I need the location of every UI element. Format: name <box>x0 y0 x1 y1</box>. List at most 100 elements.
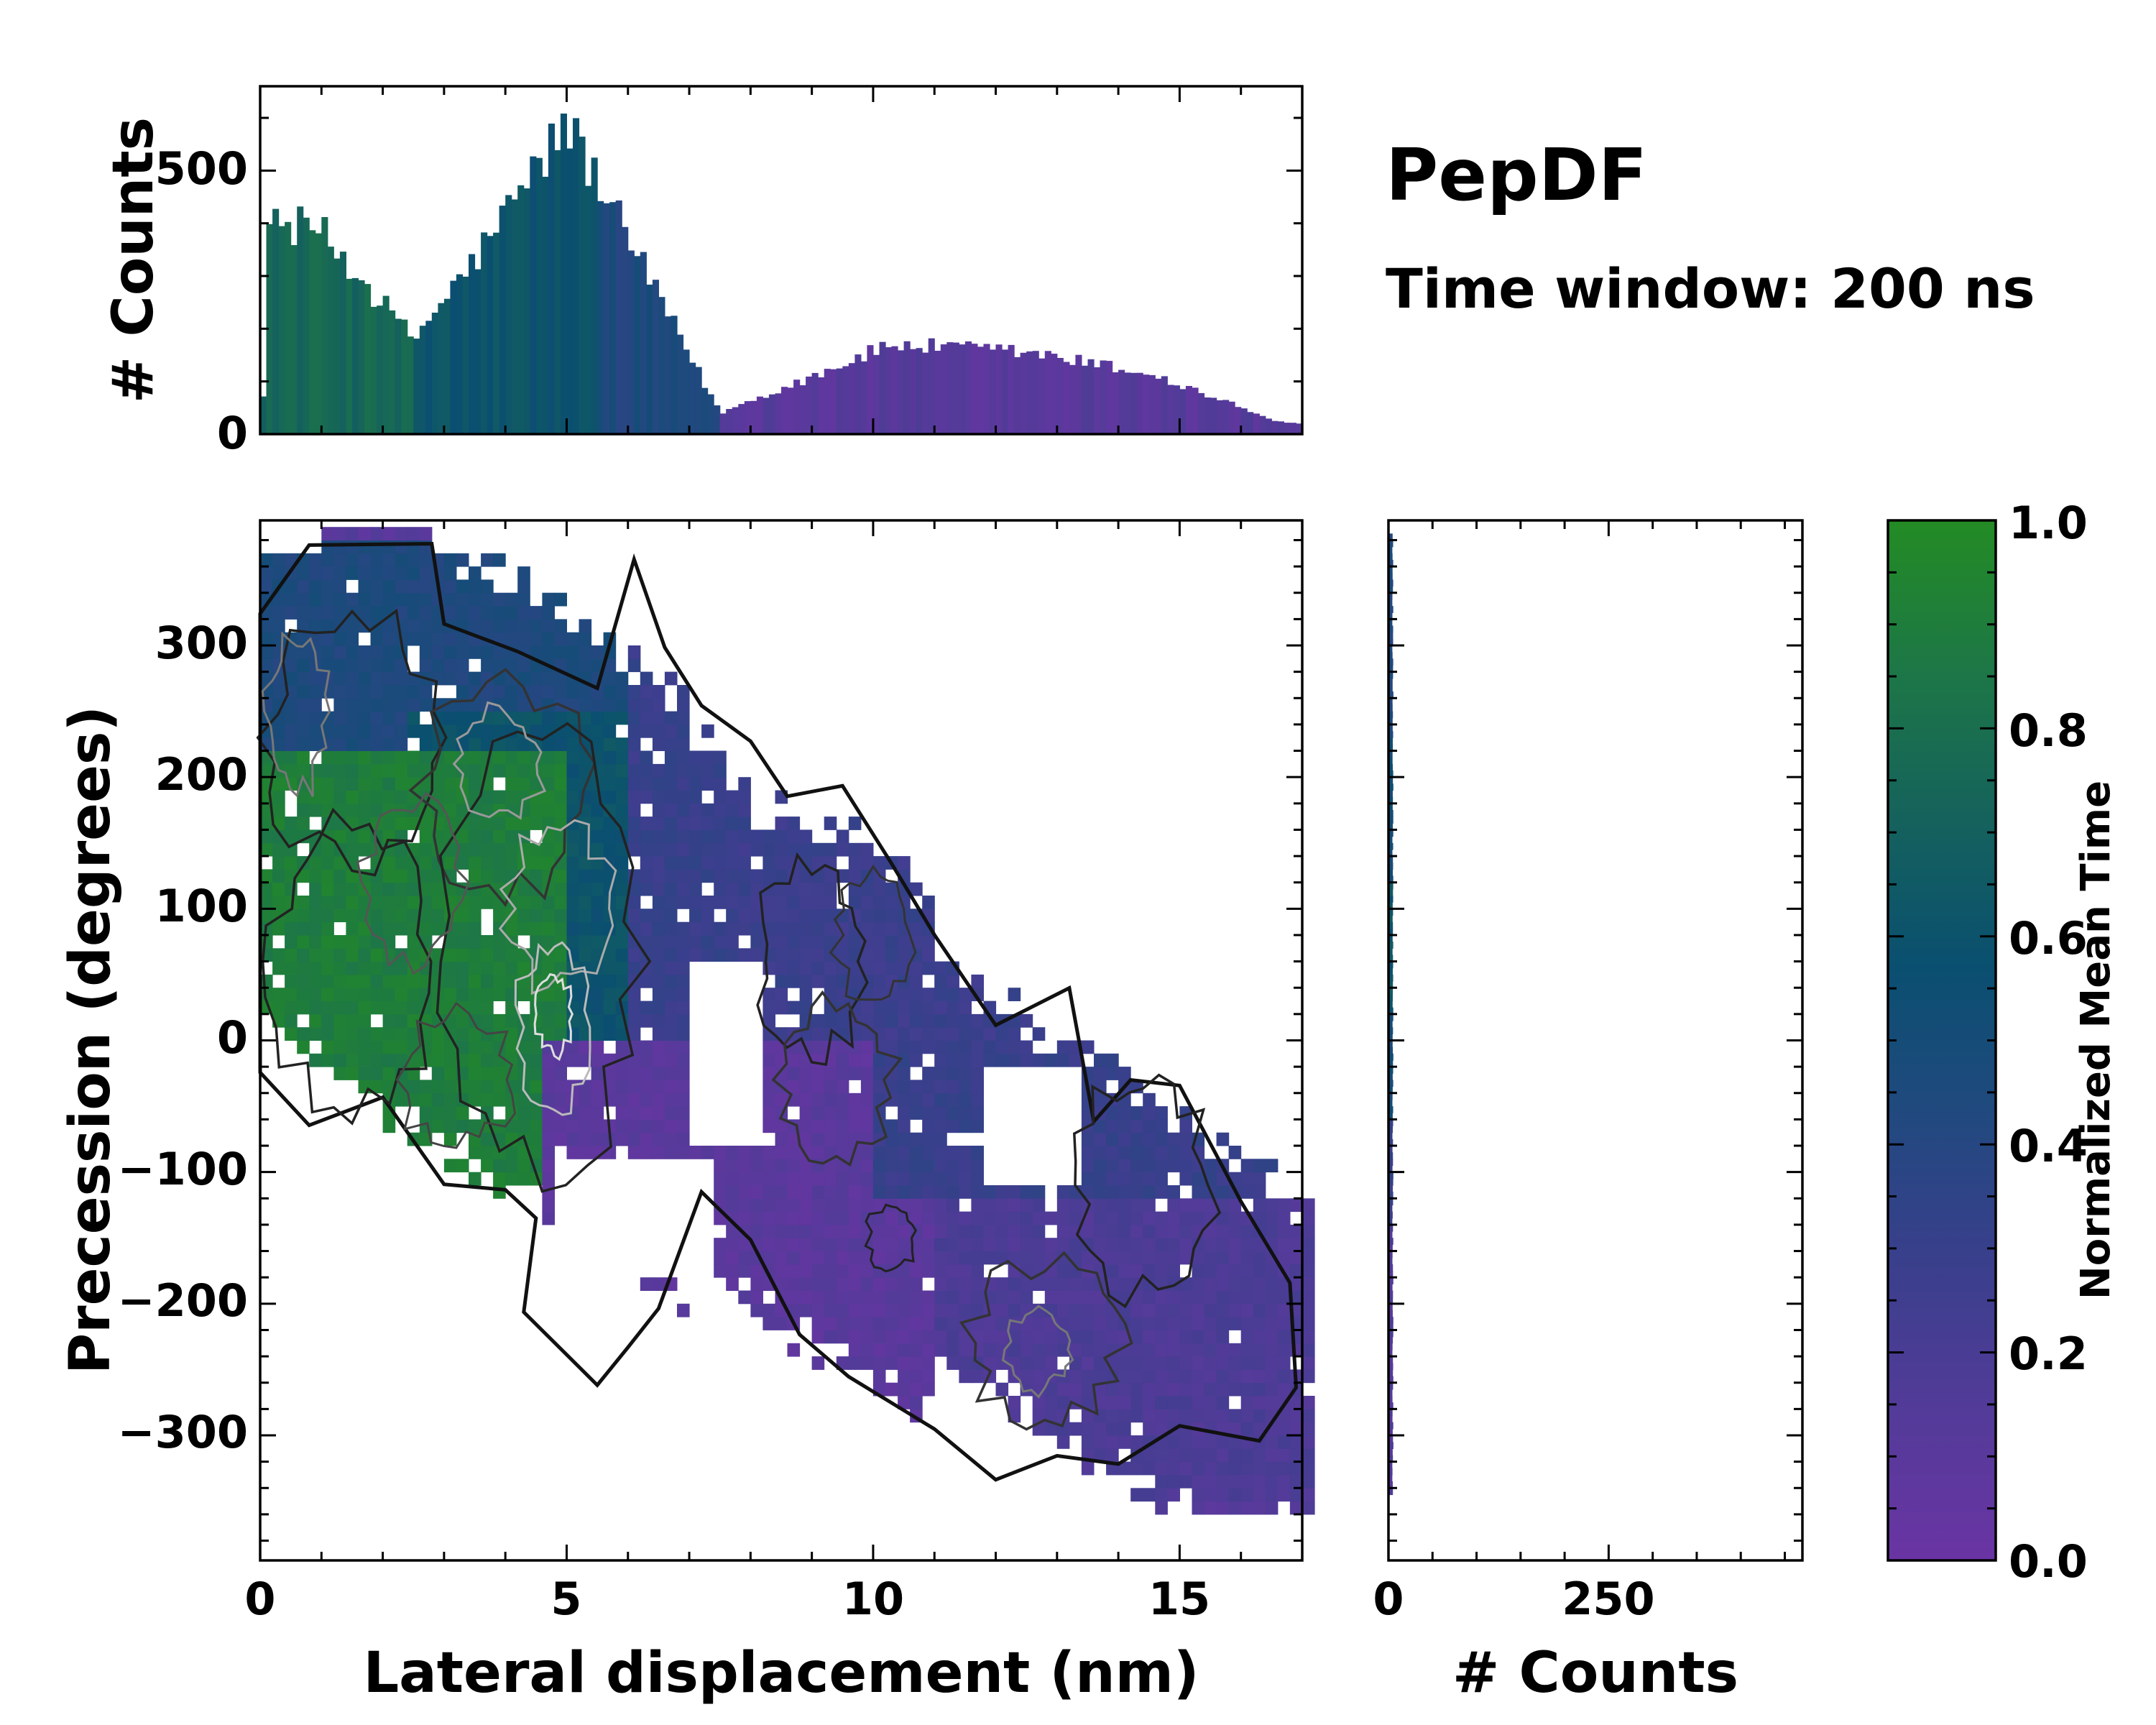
heatmap-cell <box>664 803 678 817</box>
heatmap-cell <box>872 1185 886 1199</box>
heatmap-contours <box>256 541 1299 1482</box>
heatmap-cell <box>677 974 690 988</box>
heatmap-cell <box>1106 1159 1119 1173</box>
heatmap-cell <box>664 1000 678 1015</box>
heatmap-cell <box>517 763 530 778</box>
top-histogram-bar <box>1240 408 1248 434</box>
heatmap-cell <box>640 685 653 699</box>
heatmap-cell <box>370 921 384 936</box>
heatmap-cell <box>922 1317 935 1330</box>
top-histogram-bar <box>1204 397 1211 434</box>
heatmap-cell <box>456 961 469 975</box>
heatmap-cell <box>382 1080 396 1094</box>
heatmap-cell <box>799 1290 813 1305</box>
heatmap-cell <box>1302 1356 1315 1370</box>
heatmap-cell <box>1106 1106 1119 1120</box>
right-histogram-bar <box>1388 1046 1393 1054</box>
heatmap-cell <box>603 1013 617 1028</box>
heatmap-cell <box>431 896 445 909</box>
heatmap-cell <box>321 908 334 923</box>
heatmap-cell <box>922 1000 935 1015</box>
heatmap-cell <box>1253 1251 1266 1265</box>
heatmap-cell <box>554 750 567 765</box>
heatmap-cell <box>910 1027 923 1041</box>
heatmap-cell <box>370 592 384 607</box>
right-histogram-frame <box>1387 519 1804 1562</box>
heatmap-cell <box>959 1146 972 1159</box>
heatmap-cell <box>750 908 763 923</box>
heatmap-cell <box>1277 1317 1291 1330</box>
heatmap-cell <box>321 1027 334 1041</box>
heatmap-cell <box>443 829 457 844</box>
top-histogram-bar <box>830 369 837 434</box>
heatmap-cell <box>946 1013 959 1028</box>
heatmap-cell <box>542 619 555 633</box>
heatmap-cell <box>664 790 678 804</box>
heatmap-cell <box>1094 1132 1107 1146</box>
heatmap-cell <box>799 1000 813 1015</box>
heatmap-cell <box>419 1080 433 1094</box>
heatmap-cell <box>395 908 408 923</box>
heatmap-cell <box>946 1067 959 1080</box>
heatmap-cell <box>652 1000 665 1015</box>
heatmap-cell <box>652 1080 665 1094</box>
top-histogram-bar <box>763 397 770 434</box>
heatmap-cell <box>726 816 739 830</box>
heatmap-cell <box>1253 1422 1266 1436</box>
heatmap-cell <box>652 1067 665 1080</box>
heatmap-cell <box>297 685 310 699</box>
heatmap-cell <box>346 750 359 765</box>
heatmap-cell <box>1032 1198 1046 1213</box>
right-histogram-bar <box>1388 816 1393 824</box>
heatmap-cell <box>603 685 617 699</box>
heatmap-cell <box>566 750 580 765</box>
heatmap-cell <box>799 1080 813 1094</box>
heatmap-cell <box>910 1106 923 1120</box>
heatmap-cell <box>333 1027 346 1041</box>
heatmap-cell <box>946 974 959 988</box>
heatmap-cell <box>750 1185 763 1199</box>
heatmap-cell <box>664 1013 678 1028</box>
right-histogram-bar <box>1388 1205 1393 1213</box>
heatmap-cell <box>738 921 751 936</box>
heatmap-cell <box>505 658 518 673</box>
heatmap-cell <box>1094 1198 1107 1213</box>
heatmap-cell <box>493 856 506 870</box>
heatmap-cell <box>481 961 494 975</box>
heatmap-cell <box>382 1119 396 1133</box>
heatmap-cell <box>431 777 445 791</box>
heatmap-cell <box>1056 1211 1070 1225</box>
heatmap-cell <box>1094 1238 1107 1251</box>
heatmap-cell <box>689 908 702 923</box>
heatmap-cell <box>689 816 702 830</box>
heatmap-cell <box>1167 1132 1180 1146</box>
heatmap-cell <box>910 988 923 1001</box>
heatmap-cell <box>431 1027 445 1041</box>
heatmap-cell <box>946 1092 959 1107</box>
heatmap-cell <box>1253 1474 1266 1489</box>
heatmap-cell <box>1106 1132 1119 1146</box>
heatmap-cell <box>272 829 285 844</box>
heatmap-cell <box>787 948 801 962</box>
heatmap-cell <box>664 1106 678 1120</box>
heatmap-cell <box>419 908 433 923</box>
top-histogram-bar <box>640 252 647 434</box>
heatmap-cell <box>346 908 359 923</box>
heatmap-cell <box>469 896 482 909</box>
heatmap-cell <box>579 1053 592 1067</box>
heatmap-cell <box>787 1146 801 1159</box>
heatmap-cell <box>469 842 482 857</box>
heatmap-cell <box>1143 1092 1156 1107</box>
heatmap-cell <box>505 842 518 857</box>
heatmap-cell <box>787 908 801 923</box>
heatmap-cell <box>1265 1474 1279 1489</box>
heatmap-cell <box>898 1132 911 1146</box>
heatmap-cell <box>382 908 396 923</box>
heatmap-cell <box>542 842 555 857</box>
heatmap-cell <box>1289 1474 1303 1489</box>
heatmap-cell <box>848 1198 862 1213</box>
heatmap-cell <box>1192 1356 1205 1370</box>
heatmap-cell <box>1179 1119 1192 1133</box>
heatmap-cell <box>542 1067 555 1080</box>
heatmap-cell <box>775 908 788 923</box>
